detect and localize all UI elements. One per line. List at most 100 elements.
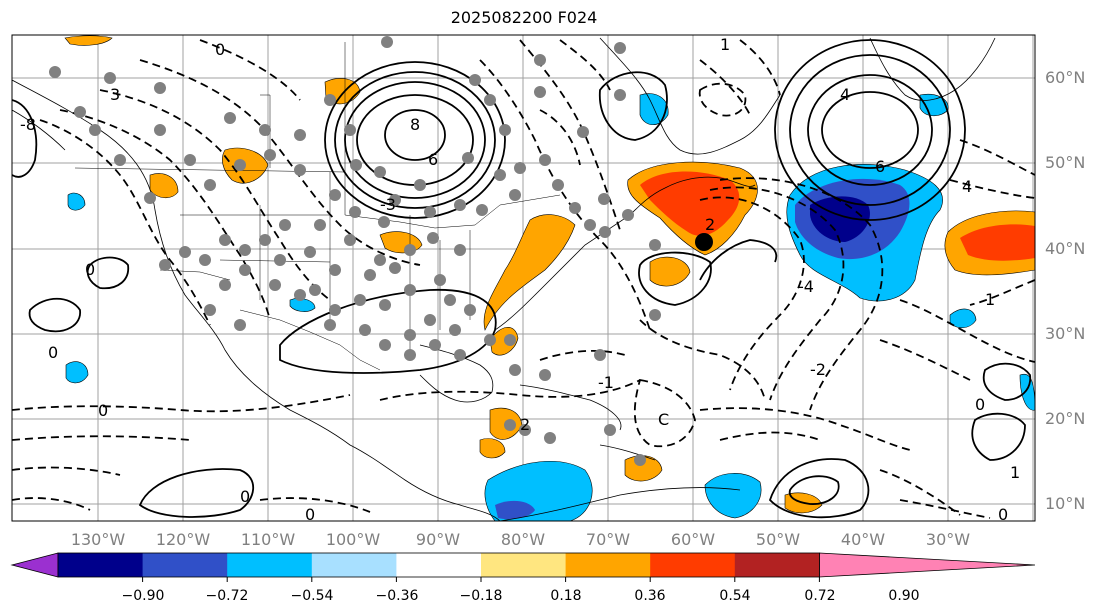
station-marker — [159, 259, 171, 271]
station-marker — [464, 304, 476, 316]
colorbar-segment — [734, 553, 820, 577]
contour-label: -8 — [20, 115, 36, 134]
positive-anomaly-us-coast — [483, 214, 576, 331]
station-marker — [234, 319, 246, 331]
station-marker — [427, 232, 439, 244]
station-marker — [598, 193, 610, 205]
station-marker — [344, 234, 356, 246]
positive-anomaly-north — [64, 35, 113, 46]
highlight-marker — [695, 233, 713, 251]
colorbar-segment — [396, 553, 482, 577]
station-marker — [429, 339, 441, 351]
map-title: 2025082200 F024 — [450, 8, 598, 27]
station-marker — [294, 129, 306, 141]
colorbar-segment — [650, 553, 736, 577]
contour-label: 0 — [240, 487, 250, 506]
station-marker — [378, 216, 390, 228]
station-marker — [484, 334, 496, 346]
negative-anomaly-pacific2 — [65, 361, 89, 384]
colorbar-segment — [227, 553, 313, 577]
station-marker — [294, 164, 306, 176]
negative-anomaly-far-east — [1019, 373, 1035, 411]
station-marker — [404, 329, 416, 341]
station-marker — [454, 199, 466, 211]
station-marker — [359, 324, 371, 336]
station-marker — [404, 349, 416, 361]
station-marker — [304, 246, 316, 258]
station-marker — [389, 194, 401, 206]
station-marker — [224, 112, 236, 124]
contour-label: 1 — [1010, 463, 1020, 482]
station-marker — [519, 424, 531, 436]
station-marker — [649, 239, 661, 251]
colorbar-tick-label: −0.72 — [206, 588, 249, 604]
contour-label: 2 — [520, 415, 530, 434]
station-marker — [534, 54, 546, 66]
station-marker — [444, 294, 456, 306]
contour-label: C — [658, 410, 669, 429]
colorbar-tick-label: 0.18 — [550, 588, 581, 604]
contour-label: 0 — [85, 260, 95, 279]
station-marker — [239, 264, 251, 276]
station-marker — [599, 226, 611, 238]
contour-label: 4 — [962, 177, 972, 196]
station-marker — [577, 126, 589, 138]
station-marker — [434, 274, 446, 286]
lon-label-30w: 30°W — [926, 530, 970, 549]
station-marker — [114, 154, 126, 166]
station-marker — [534, 86, 546, 98]
colorbar-segment — [311, 553, 397, 577]
station-marker — [324, 319, 336, 331]
contours-dashed — [12, 39, 1035, 519]
contour-label: 0 — [305, 505, 315, 524]
contour-label: 4 — [840, 85, 850, 104]
colorbar-high-extend — [819, 552, 1036, 578]
negative-anomaly-pacific — [67, 192, 86, 211]
station-marker — [381, 36, 393, 48]
station-marker — [614, 42, 626, 54]
negative-anomaly-central-america-core — [495, 500, 535, 520]
station-marker — [374, 254, 386, 266]
station-marker — [622, 209, 634, 221]
lon-label-90w: 90°W — [416, 530, 460, 549]
colorbar-tick-label: −0.90 — [122, 588, 165, 604]
colorbar-tick-label: −0.54 — [291, 588, 334, 604]
station-marker — [184, 154, 196, 166]
lon-label-70w: 70°W — [586, 530, 630, 549]
station-marker — [539, 369, 551, 381]
station-marker — [404, 244, 416, 256]
station-marker — [144, 192, 156, 204]
contour-label: -1 — [598, 373, 614, 392]
colorbar-tick-label: 0.90 — [888, 588, 919, 604]
contour-label: 0 — [48, 343, 58, 362]
station-marker — [154, 82, 166, 94]
station-marker — [374, 166, 386, 178]
lon-label-120w: 120°W — [156, 530, 211, 549]
positive-anomaly-east-atlantic-core — [960, 224, 1035, 261]
station-marker — [364, 269, 376, 281]
station-marker — [279, 219, 291, 231]
station-marker — [259, 124, 271, 136]
positive-anomaly-west — [149, 173, 179, 199]
station-marker — [204, 304, 216, 316]
station-marker — [199, 254, 211, 266]
contour-label: 0 — [215, 40, 225, 59]
station-marker — [424, 206, 436, 218]
station-marker — [314, 219, 326, 231]
contour-label: -3 — [380, 195, 396, 214]
station-marker — [584, 219, 596, 231]
negative-anomaly-atlantic-min — [810, 196, 870, 242]
station-marker — [234, 159, 246, 171]
station-marker — [49, 66, 61, 78]
colorbar-segment — [481, 553, 567, 577]
station-marker — [309, 284, 321, 296]
contour-label: 3 — [110, 85, 120, 104]
contour-label: 0 — [975, 395, 985, 414]
station-marker — [219, 234, 231, 246]
station-marker — [649, 309, 661, 321]
lat-label-50n: 50°N — [1045, 153, 1085, 172]
station-markers — [49, 36, 661, 466]
station-marker — [514, 162, 526, 174]
contour-label: 0 — [98, 401, 108, 420]
colorbar-low-extend — [10, 552, 59, 578]
